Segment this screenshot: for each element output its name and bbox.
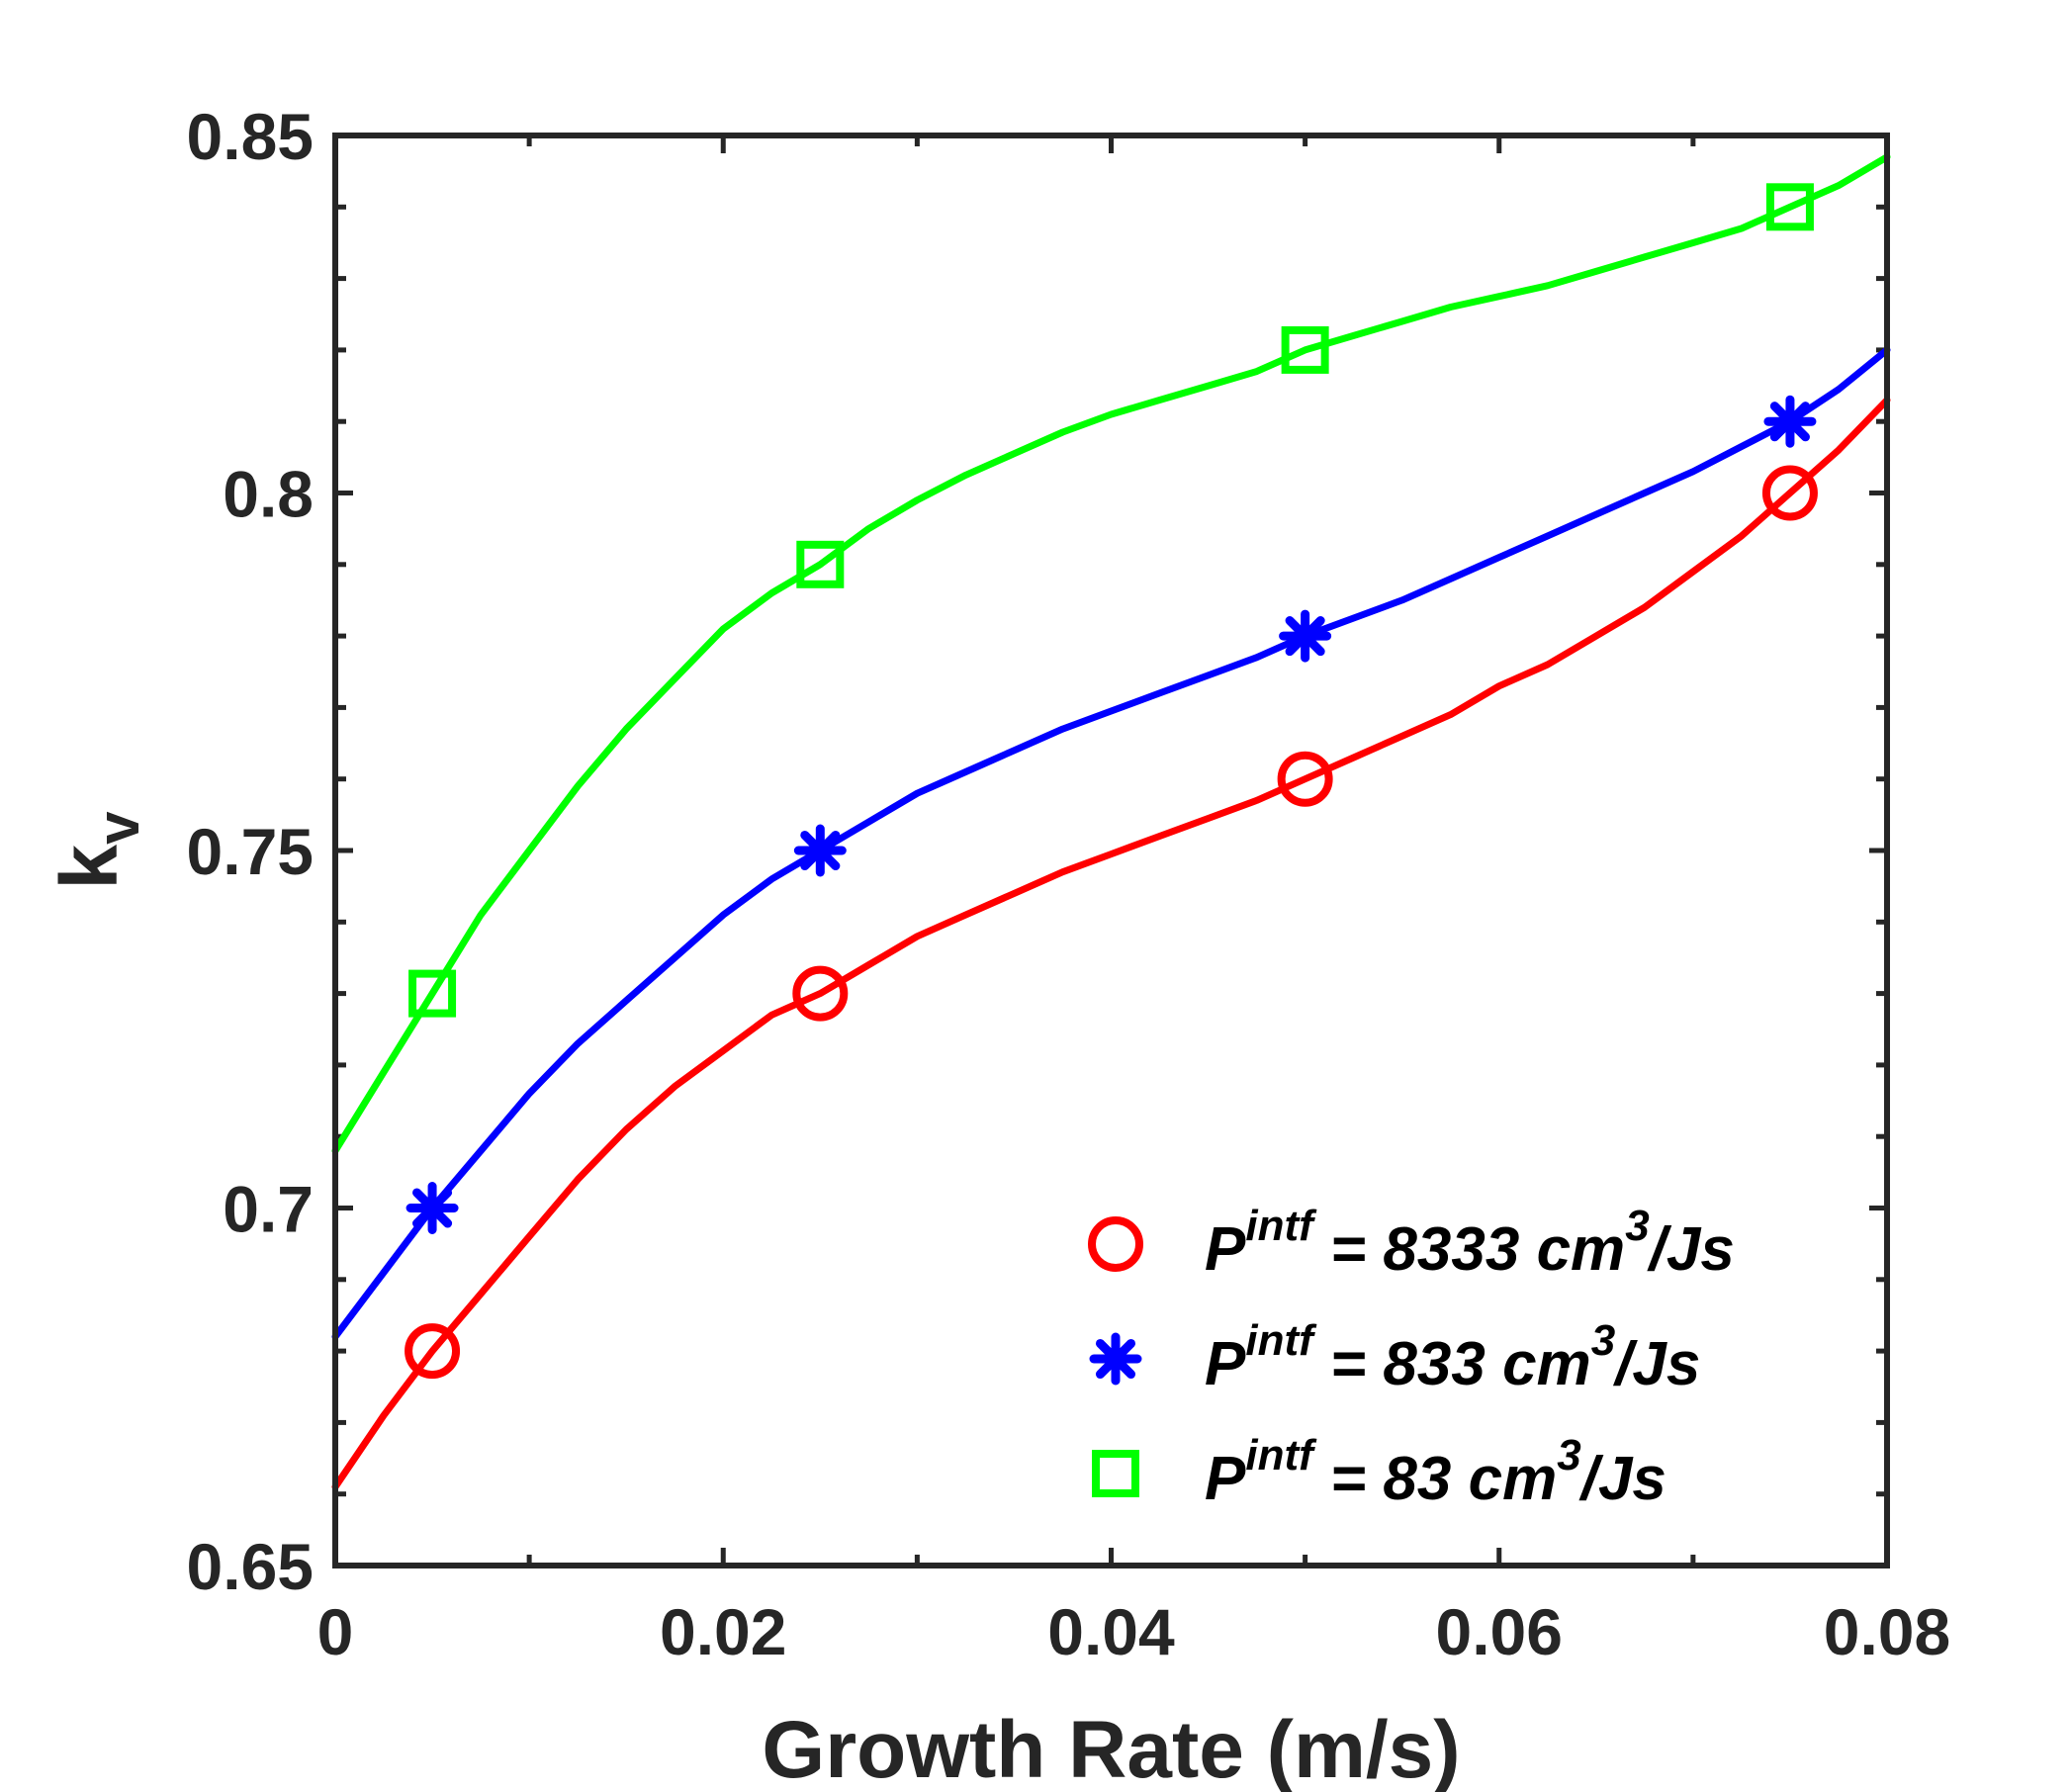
legend-label-1: Pintf = 8333 cm3/Js: [1205, 1202, 1735, 1284]
series-line-1: [331, 397, 1891, 1490]
x-axis-title: Growth Rate (m/s): [762, 1705, 1460, 1792]
plot-frame: [332, 133, 1890, 1568]
series-lines: [331, 153, 1891, 1490]
series-line-3: [331, 153, 1891, 1155]
y-axis-title-main: k: [45, 844, 135, 889]
series-1-point: [1761, 465, 1818, 521]
y-axis-title-sub: v: [85, 811, 151, 845]
y-tick-label: 0.85: [187, 100, 314, 173]
y-axis-title: kv: [45, 811, 151, 890]
series-3-point: [408, 969, 457, 1018]
series-2-point: [405, 1182, 459, 1234]
legend: Pintf = 8333 cm3/Js Pintf = 833 cm3/Js Pin…: [1088, 1202, 1735, 1513]
legend-marker-2: [1089, 1332, 1142, 1386]
legend-label-3: Pintf = 83 cm3/Js: [1205, 1431, 1666, 1513]
legend-marker-3: [1092, 1450, 1139, 1497]
series-markers: [405, 183, 1818, 1380]
series-1-point: [1277, 751, 1333, 807]
series-3-point: [1765, 183, 1814, 231]
y-tick-label: 0.8: [223, 458, 314, 531]
x-tick-label: 0.02: [660, 1595, 786, 1668]
y-tick-label: 0.7: [223, 1173, 314, 1246]
x-tick-label: 0: [317, 1595, 354, 1668]
y-tick-label: 0.65: [187, 1530, 314, 1603]
series-2-point: [793, 824, 847, 877]
series-2-point: [1763, 395, 1817, 448]
legend-label-2: Pintf = 833 cm3/Js: [1205, 1316, 1700, 1398]
series-1-point: [405, 1323, 461, 1380]
series-line-2: [331, 346, 1891, 1341]
x-tick-label: 0.06: [1436, 1595, 1563, 1668]
x-tick-label: 0.08: [1824, 1595, 1950, 1668]
tick-labels: 0 0.02 0.04 0.06 0.08 0.65 0.7 0.75 0.8 0.85: [187, 100, 1951, 1668]
x-tick-label: 0.04: [1047, 1595, 1175, 1668]
series-1-point: [792, 965, 849, 1022]
legend-marker-1: [1088, 1216, 1143, 1272]
series-2-point: [1279, 609, 1332, 663]
series-3-point: [796, 540, 845, 588]
y-tick-label: 0.75: [187, 815, 314, 888]
series-3-point: [1281, 325, 1329, 374]
